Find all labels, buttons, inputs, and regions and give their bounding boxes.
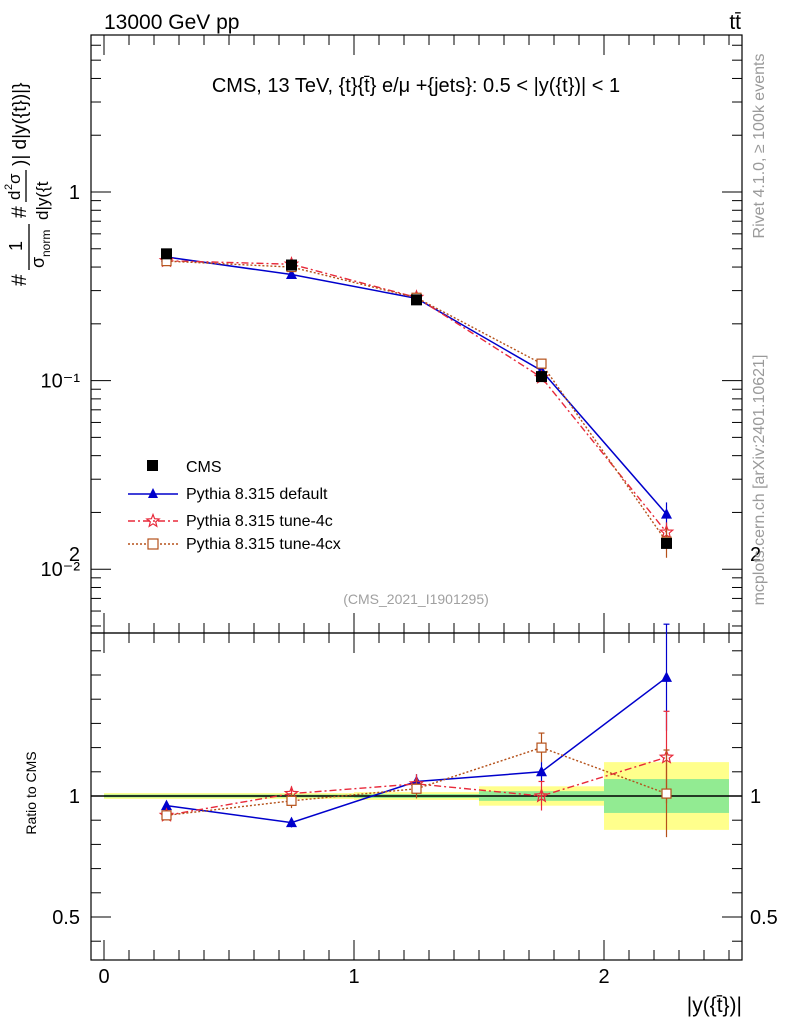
x-tick-label: 2 — [598, 966, 609, 988]
x-tick-label: 1 — [348, 966, 359, 988]
data-point-main-cms — [286, 259, 297, 271]
data-point-ratio-pythia-8-315-default — [161, 799, 172, 811]
data-point-ratio-pythia-8-315-default — [536, 765, 547, 777]
energy-label: 13000 GeV pp — [104, 11, 239, 34]
y-tick-label-ratio-left: 2 — [69, 544, 80, 566]
x-axis-label: |y({t̄})| — [687, 994, 742, 1017]
legend-label-tune4c: Pythia 8.315 tune-4c — [186, 513, 333, 530]
y-tick-label-ratio-right: 0.5 — [750, 907, 778, 929]
y-tick-label-main: 1 — [69, 182, 80, 204]
data-point-ratio-pythia-8-315-tune-4cx — [536, 742, 547, 753]
series-line-main-pythia-8-315-tune-4c — [166, 260, 668, 533]
y-tick-label-main: 10⁻² — [41, 559, 81, 581]
data-point-ratio-pythia-8-315-tune-4c — [533, 787, 550, 803]
data-point-ratio-pythia-8-315-tune-4cx — [661, 788, 672, 799]
legend-label-cms: CMS — [186, 459, 222, 476]
chart-title: CMS, 13 TeV, {t}{t̄} e/μ +{jets}: 0.5 < … — [212, 75, 620, 97]
data-series — [158, 248, 675, 838]
legend-marker-tune4c — [145, 512, 161, 528]
data-point-main-pythia-8-315-default — [286, 268, 297, 280]
data-point-ratio-pythia-8-315-tune-4cx — [286, 795, 297, 806]
legend-label-default: Pythia 8.315 default — [186, 486, 328, 503]
data-point-main-pythia-8-315-tune-4cx — [536, 358, 547, 369]
x-tick-label: 0 — [98, 966, 109, 988]
data-point-main-cms — [161, 248, 172, 260]
svg-text:2: 2 — [3, 184, 15, 190]
data-point-ratio-pythia-8-315-default — [661, 671, 672, 682]
svg-text:d|y({t: d|y({t — [33, 181, 52, 220]
svg-text:σ: σ — [5, 173, 24, 184]
y-tick-label-ratio-left: 1 — [69, 786, 80, 808]
analysis-id: (CMS_2021_I1901295) — [343, 591, 489, 607]
axis-ticks: 0 1 210⁻²10⁻¹10.5 0.51 12 2 — [41, 35, 778, 988]
data-point-main-cms — [661, 537, 672, 549]
svg-text:σ: σ — [28, 257, 48, 268]
data-point-main-cms — [536, 371, 547, 383]
process-label: tt̄ — [729, 11, 741, 34]
legend: CMS Pythia 8.315 default Pythia 8.315 tu… — [128, 459, 341, 553]
legend-marker-default — [148, 488, 158, 498]
svg-text:)| d|y({t})|}: )| d|y({t})|} — [10, 83, 31, 166]
svg-text:norm: norm — [39, 230, 53, 257]
svg-text:#: # — [8, 206, 31, 218]
svg-text:#: # — [8, 274, 31, 286]
rivet-version-label: Rivet 4.1.0, ≥ 100k events — [751, 54, 768, 239]
svg-text:d: d — [5, 191, 24, 200]
legend-marker-cms — [147, 460, 158, 471]
legend-marker-tune4cx — [147, 538, 159, 550]
y-tick-label-ratio-left: 0.5 — [52, 907, 80, 929]
data-point-main-cms — [411, 294, 422, 306]
svg-text:1: 1 — [6, 241, 26, 251]
y-tick-label-ratio-right: 1 — [750, 786, 761, 808]
y-tick-label-main: 10⁻¹ — [41, 371, 81, 393]
mcplots-label: mcplots.cern.ch [arXiv:2401.10621] — [751, 355, 768, 606]
data-point-main-pythia-8-315-default — [661, 508, 672, 519]
y-tick-label-ratio-right: 2 — [750, 544, 761, 566]
series-line-ratio-pythia-8-315-tune-4c — [166, 756, 667, 817]
data-point-ratio-pythia-8-315-default — [286, 816, 297, 828]
y-axis-label-main: # σ norm 1 # d 2 σ d|y({t )| d|y({t})|} — [3, 83, 53, 286]
legend-label-tune4cx: Pythia 8.315 tune-4cx — [186, 536, 341, 553]
y-axis-label-ratio: Ratio to CMS — [23, 751, 39, 834]
data-point-ratio-pythia-8-315-tune-4cx — [411, 783, 422, 794]
data-point-ratio-pythia-8-315-tune-4cx — [161, 810, 172, 821]
